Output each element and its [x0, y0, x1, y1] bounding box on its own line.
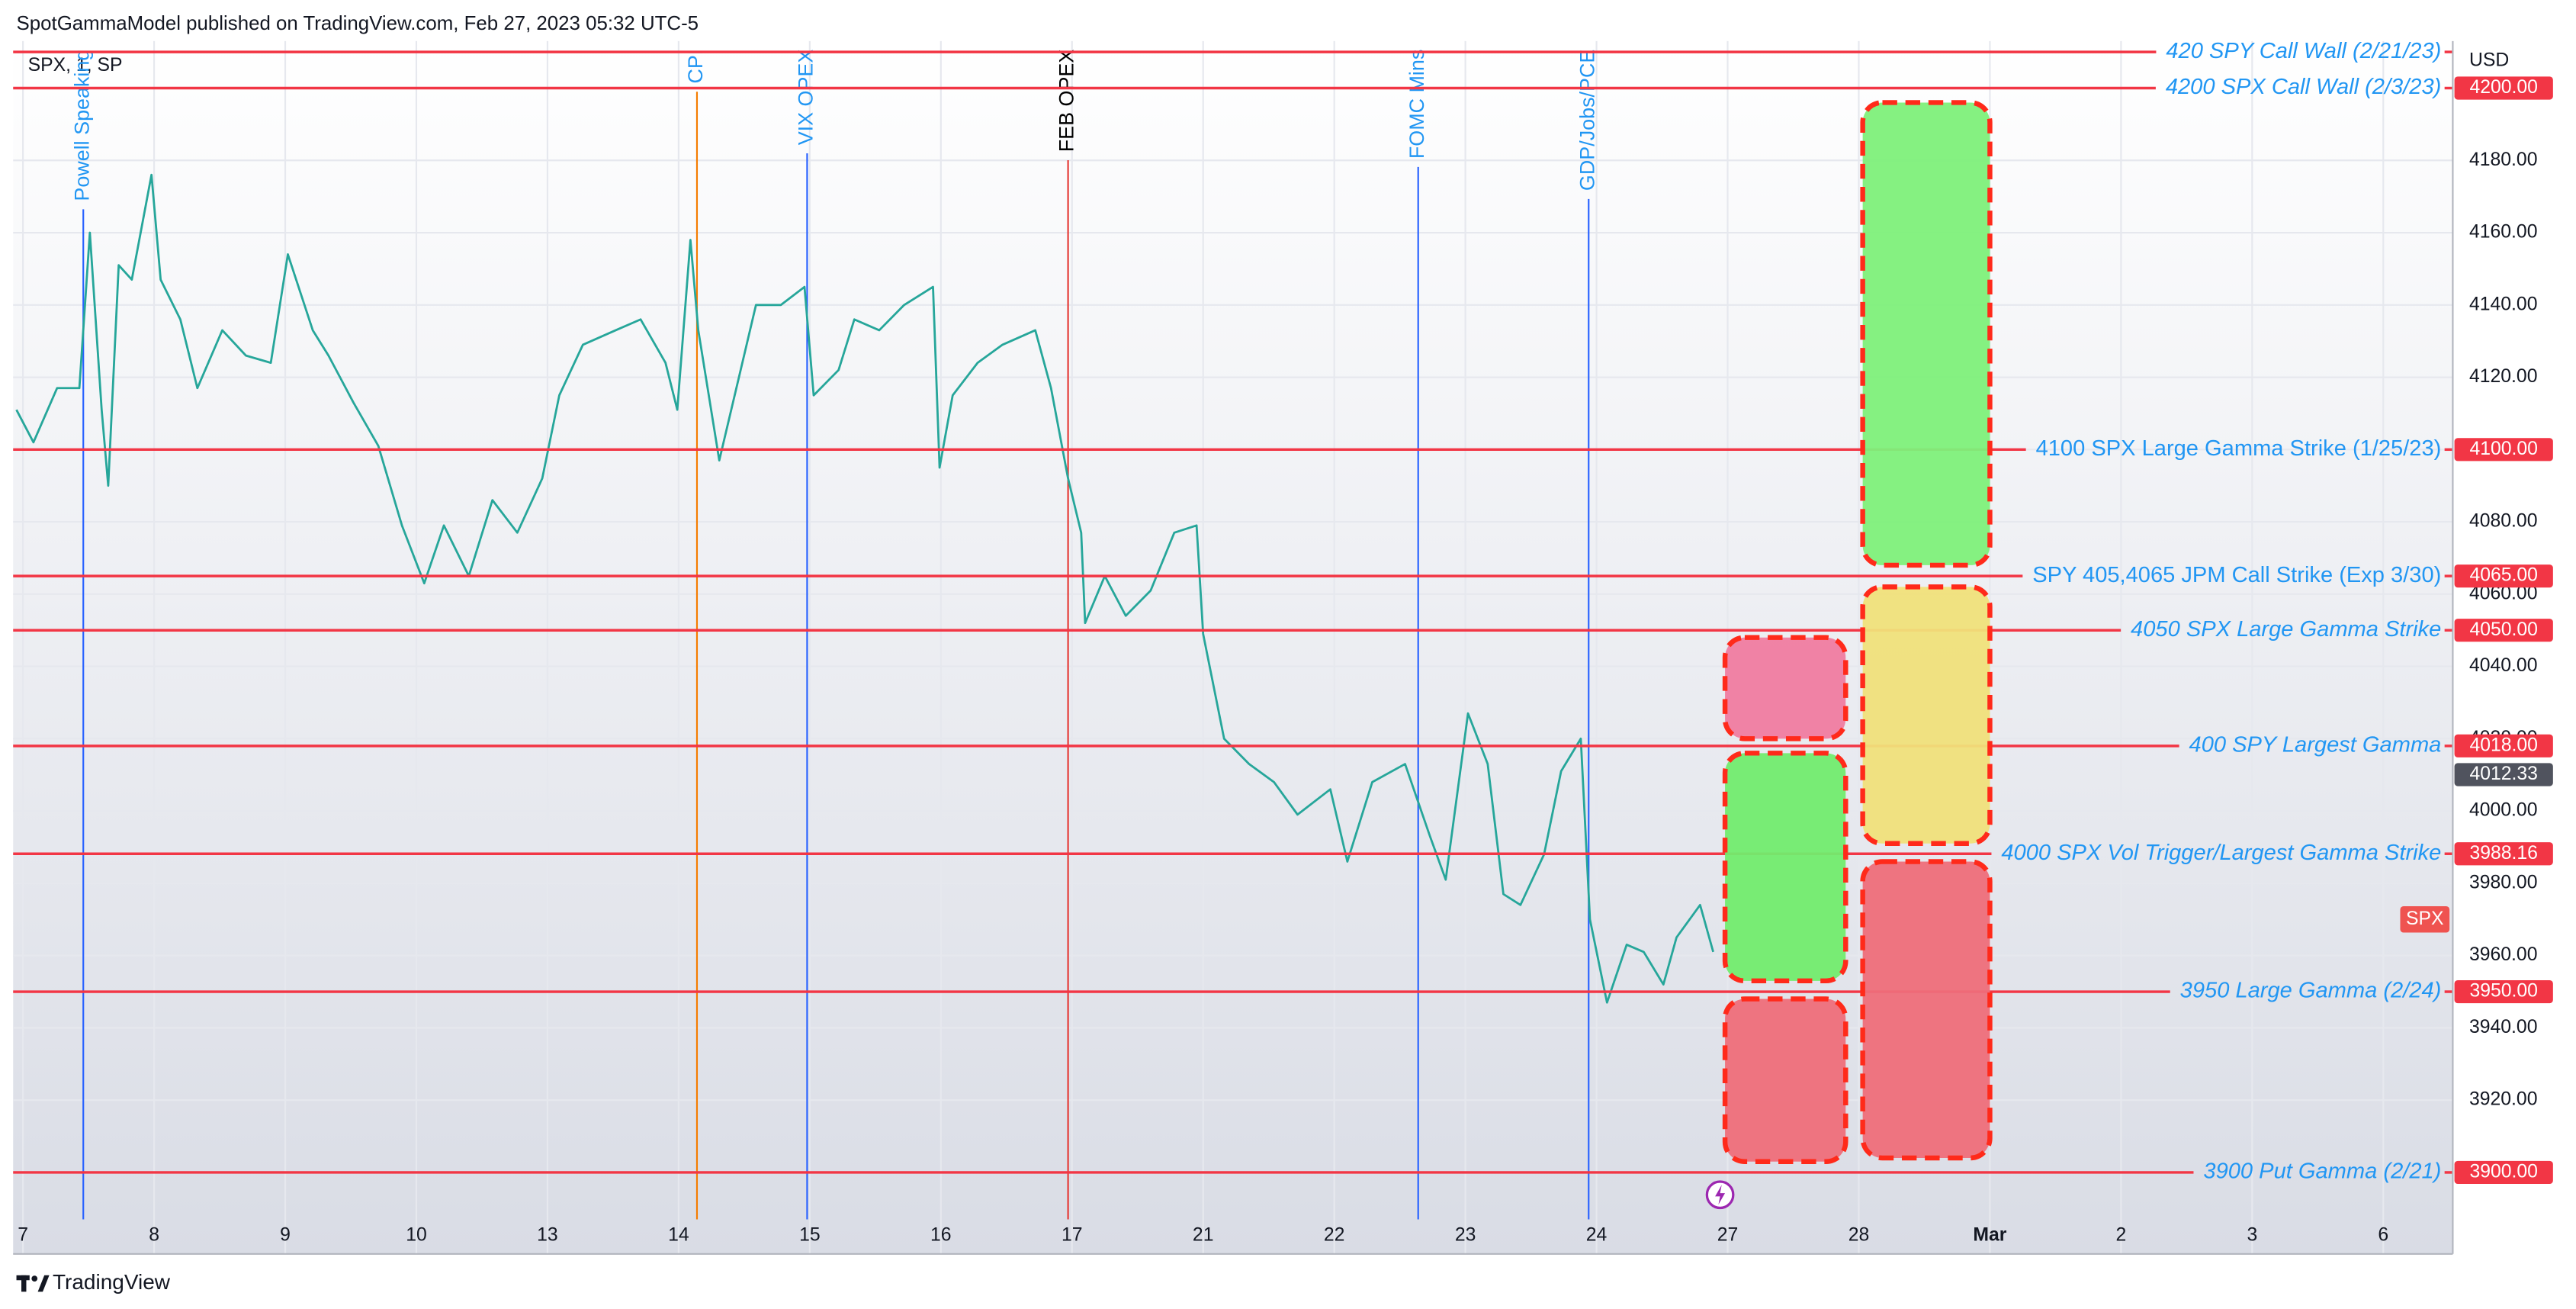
footer: TradingView [53, 1270, 171, 1294]
y-tick-label: 3960.00 [2469, 944, 2538, 965]
event-label: VIX OPEX [795, 50, 817, 146]
last-price-label: 4012.33 [2469, 764, 2538, 784]
x-tick-label: 9 [280, 1225, 291, 1246]
level-label: 3900 Put Gamma (2/21) [2203, 1159, 2441, 1184]
header: SpotGammaModel published on TradingView.… [17, 13, 699, 34]
x-tick-label: 28 [1848, 1225, 1870, 1246]
level-label: SPY 405,4065 JPM Call Strike (Exp 3/30) [2032, 563, 2441, 587]
x-tick-label: 7 [18, 1225, 28, 1246]
zone [1860, 584, 1993, 847]
logo-shape [31, 1275, 38, 1282]
zone [1722, 635, 1848, 741]
currency-label: USD [2469, 50, 2509, 70]
price-line [15, 173, 1714, 1004]
price-badge [2454, 734, 2553, 757]
x-tick-label: 27 [1717, 1225, 1739, 1246]
x-tick-label: 6 [2378, 1225, 2388, 1246]
y-tick-label: 4160.00 [2469, 222, 2538, 243]
lightning-icon [1705, 1180, 1735, 1210]
price-badge-label: 3900.00 [2469, 1162, 2538, 1182]
y-tick-label: 3980.00 [2469, 872, 2538, 892]
event-label: CPI [684, 50, 707, 84]
level-label: 420 SPY Call Wall (2/21/23) [2166, 39, 2441, 63]
y-tick-label: 4180.00 [2469, 150, 2538, 170]
price-badge [2454, 438, 2553, 462]
logo-shape [21, 1275, 27, 1292]
y-tick-label: 3920.00 [2469, 1089, 2538, 1110]
x-tick-label: 22 [1324, 1225, 1345, 1246]
price-badge-label: 4065.00 [2469, 565, 2538, 586]
x-tick-label: 10 [406, 1225, 427, 1246]
y-tick-label: 3940.00 [2469, 1017, 2538, 1037]
y-tick-label: 4140.00 [2469, 294, 2538, 314]
price-badge [2454, 619, 2553, 642]
price-badge [2454, 1160, 2553, 1185]
x-tick-label: 16 [930, 1225, 952, 1246]
symbol-tag-label: SPX [2406, 909, 2444, 929]
icon-bolt [1715, 1185, 1726, 1205]
x-tick-label: 14 [668, 1225, 689, 1246]
price-badge-label: 4018.00 [2469, 735, 2538, 755]
x-tick-label: 2 [2115, 1225, 2126, 1246]
x-tick-label: 3 [2247, 1225, 2257, 1246]
price-badge-label: 3950.00 [2469, 981, 2538, 1002]
zone [1722, 996, 1848, 1164]
event-label: FEB OPEX [1055, 50, 1078, 153]
x-tick-label: 17 [1062, 1225, 1083, 1246]
x-tick-label: 15 [799, 1225, 821, 1246]
x-tick-label: 24 [1586, 1225, 1608, 1246]
y-tick-label: 4120.00 [2469, 366, 2538, 387]
zone [1860, 859, 1993, 1161]
price-badge [2454, 979, 2553, 1004]
y-tick-label: 4080.00 [2469, 511, 2538, 532]
level-label: 4100 SPX Large Gamma Strike (1/25/23) [2036, 436, 2442, 461]
price-badge [2454, 564, 2553, 588]
symbol-tag [2400, 906, 2450, 933]
event-label: GDP/Jobs/PCE [1575, 50, 1598, 191]
price-badge-label: 4100.00 [2469, 439, 2538, 459]
level-label: 3950 Large Gamma (2/24) [2180, 979, 2442, 1003]
logo-shape [37, 1275, 50, 1292]
price-badge [2454, 76, 2553, 100]
price-badge-label: 4200.00 [2469, 77, 2538, 98]
price-badge [2454, 842, 2553, 866]
y-tick-label: 4040.00 [2469, 655, 2538, 676]
level-label: 4050 SPX Large Gamma Strike [2131, 617, 2441, 642]
plot-background [13, 40, 2453, 1254]
level-label: 4200 SPX Call Wall (2/3/23) [2166, 75, 2442, 99]
logo [16, 1275, 50, 1292]
event-label: FOMC Mins [1405, 50, 1428, 159]
level-label: 400 SPY Largest Gamma [2189, 733, 2442, 757]
x-tick-label: 23 [1455, 1225, 1476, 1246]
price-badge-label: 4050.00 [2469, 619, 2538, 640]
x-tick-label: 13 [537, 1225, 558, 1246]
level-label: 4000 SPX Vol Trigger/Largest Gamma Strik… [2001, 841, 2441, 865]
zone [1860, 100, 1993, 568]
x-tick-label: 21 [1193, 1225, 1214, 1246]
last-price-badge [2454, 763, 2553, 786]
y-tick-label: 4000.00 [2469, 800, 2538, 821]
zone [1722, 751, 1848, 984]
x-tick-label: Mar [1973, 1225, 2006, 1246]
price-badge-label: 3988.16 [2469, 843, 2538, 864]
event-label: Powell Speaking [70, 50, 93, 201]
symbol-label: SPX, 1, SP [28, 55, 123, 76]
x-tick-label: 8 [149, 1225, 159, 1246]
